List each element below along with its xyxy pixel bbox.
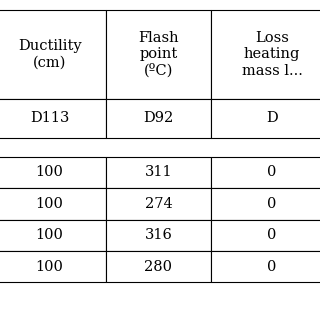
Text: 316: 316 (144, 228, 172, 242)
Text: 311: 311 (145, 165, 172, 180)
Text: 0: 0 (267, 260, 277, 274)
Text: 0: 0 (267, 165, 277, 180)
Bar (0, 220, 106, 251)
Text: 100: 100 (36, 197, 64, 211)
Bar (0, 10, 106, 99)
Bar (211, 157, 320, 188)
Bar (211, 10, 320, 99)
Text: 0: 0 (267, 197, 277, 211)
Text: 274: 274 (145, 197, 172, 211)
Bar (106, 188, 211, 220)
Text: Flash
point
(ºC): Flash point (ºC) (138, 31, 179, 78)
Bar (106, 157, 211, 188)
Bar (106, 99, 211, 138)
Text: 0: 0 (267, 228, 277, 242)
Bar (106, 251, 211, 282)
Bar (211, 188, 320, 220)
Bar (211, 220, 320, 251)
Bar (0, 251, 106, 282)
Text: 100: 100 (36, 165, 64, 180)
Bar (211, 251, 320, 282)
Text: 280: 280 (144, 260, 172, 274)
Bar (106, 10, 211, 99)
Bar (0, 99, 106, 138)
Text: D113: D113 (30, 111, 69, 125)
Bar (106, 220, 211, 251)
Text: 100: 100 (36, 228, 64, 242)
Text: Ductility
(cm): Ductility (cm) (18, 39, 81, 69)
Text: 100: 100 (36, 260, 64, 274)
Bar (0, 188, 106, 220)
Bar (0, 157, 106, 188)
Text: D: D (266, 111, 278, 125)
Text: D92: D92 (143, 111, 173, 125)
Bar (211, 99, 320, 138)
Text: Loss
heating
mass l...: Loss heating mass l... (242, 31, 302, 78)
